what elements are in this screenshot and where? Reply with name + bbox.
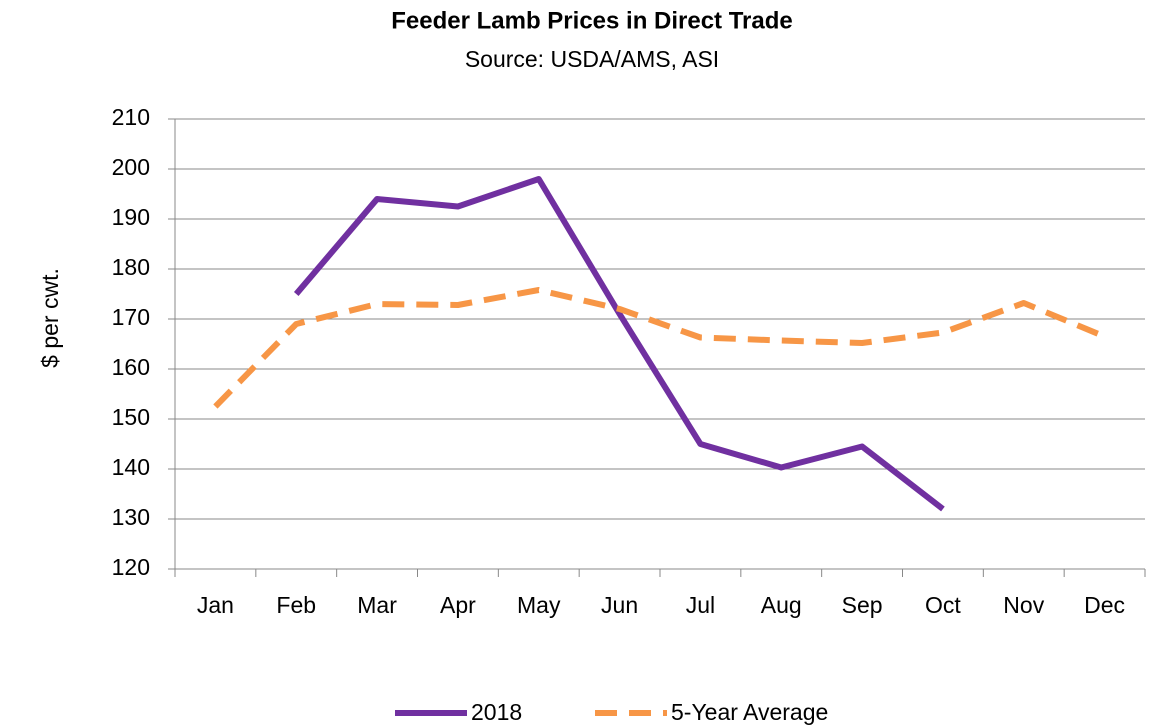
y-tick-label: 200 [112, 154, 150, 180]
x-tick-label: Apr [440, 592, 476, 618]
legend-label: 5-Year Average [671, 699, 828, 725]
x-tick-label: Nov [1003, 592, 1044, 618]
y-tick-label: 180 [112, 254, 150, 280]
x-tick-label: Dec [1084, 592, 1125, 618]
chart-title: Feeder Lamb Prices in Direct Trade [391, 7, 793, 34]
y-tick-label: 190 [112, 204, 150, 230]
x-tick-label: Feb [276, 592, 316, 618]
y-tick-label: 210 [112, 104, 150, 130]
y-axis-label: $ per cwt. [37, 268, 63, 368]
x-tick-label: Jun [601, 592, 638, 618]
x-tick-label: May [517, 592, 561, 618]
legend-label: 2018 [471, 699, 522, 725]
y-tick-label: 170 [112, 304, 150, 330]
y-tick-label: 160 [112, 354, 150, 380]
x-tick-label: Jan [197, 592, 234, 618]
x-tick-label: Aug [761, 592, 802, 618]
y-tick-label: 150 [112, 404, 150, 430]
y-tick-label: 140 [112, 454, 150, 480]
x-tick-label: Jul [686, 592, 715, 618]
series-line [213, 287, 1106, 409]
x-tick-label: Mar [357, 592, 397, 618]
x-tick-label: Sep [842, 592, 883, 618]
y-tick-label: 120 [112, 554, 150, 580]
series-line [293, 176, 945, 512]
y-tick-label: 130 [112, 504, 150, 530]
x-tick-label: Oct [925, 592, 961, 618]
chart-subtitle: Source: USDA/AMS, ASI [465, 46, 719, 72]
